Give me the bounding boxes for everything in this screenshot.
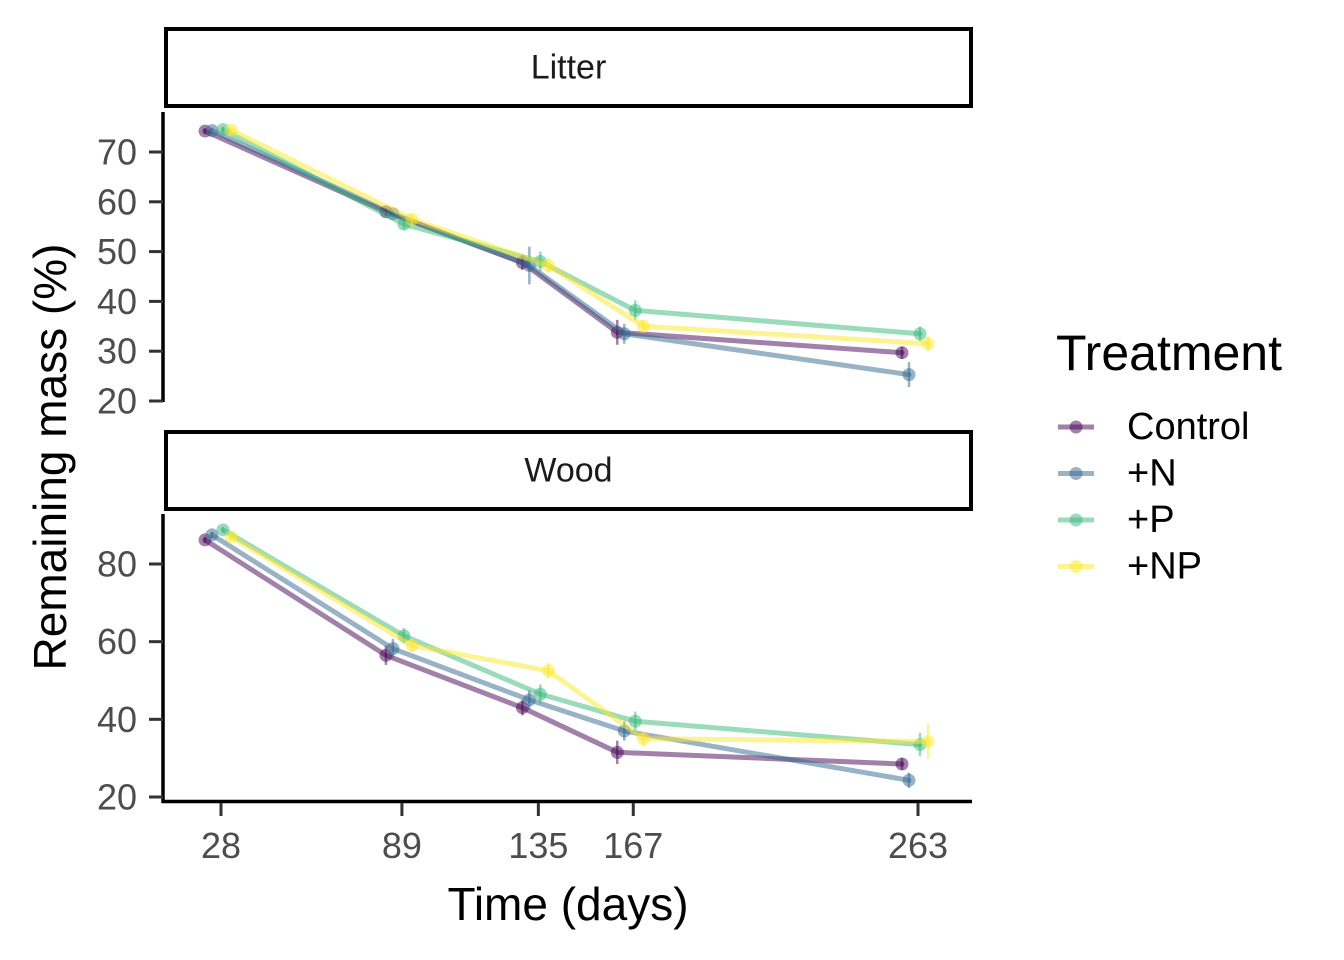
y-tick-label-litter-30: 30 — [97, 331, 137, 372]
series-litter — [198, 123, 935, 388]
point-litter-plus-n-263 — [902, 368, 916, 382]
point-wood-plus-np-263 — [921, 734, 935, 748]
x-axis-title: Time (days) — [447, 878, 688, 930]
point-wood-plus-np-167 — [636, 732, 650, 746]
point-litter-plus-np-28 — [224, 123, 238, 137]
y-ticks-wood: 20 40 60 80 — [97, 544, 163, 818]
x-tick-label-89: 89 — [382, 825, 422, 866]
legend-label-plus-n: +N — [1127, 453, 1177, 495]
point-wood-plus-n-135 — [522, 693, 536, 707]
legend-item-plus-np: +NP — [1058, 546, 1202, 588]
strip-wood-box — [164, 430, 973, 511]
facet-wood: Wood 20 40 60 80 — [97, 430, 973, 818]
strip-wood-label: Wood — [524, 452, 612, 490]
point-wood-control-167 — [610, 745, 624, 759]
line-litter-plus-p — [220, 127, 923, 337]
x-tick-label-135: 135 — [508, 825, 568, 866]
point-wood-plus-np-28 — [224, 530, 238, 544]
strip-litter-box — [164, 27, 973, 108]
point-litter-plus-p-167 — [628, 303, 642, 317]
x-tick-label-263: 263 — [888, 825, 948, 866]
line-wood-plus-np — [228, 534, 931, 744]
y-tick-label-wood-40: 40 — [97, 699, 137, 740]
point-wood-plus-np-89 — [405, 639, 419, 653]
line-litter-plus-np — [228, 127, 931, 347]
legend-items: Control +N+P +NP — [1058, 406, 1250, 588]
y-axis-title: Remaining mass (%) — [24, 244, 76, 671]
point-litter-plus-n-28 — [205, 124, 219, 138]
point-litter-plus-p-263 — [913, 327, 927, 341]
point-litter-plus-np-167 — [636, 319, 650, 333]
line-wood-control — [202, 537, 905, 767]
y-tick-label-litter-40: 40 — [97, 281, 137, 322]
series-wood-plus-n — [205, 528, 916, 789]
point-wood-plus-p-135 — [533, 687, 547, 701]
legend-label-plus-p: +P — [1127, 499, 1175, 541]
y-tick-label-litter-20: 20 — [97, 381, 137, 422]
y-tick-label-litter-70: 70 — [97, 132, 137, 173]
legend: Treatment Control +N+P +NP — [1056, 325, 1282, 588]
x-tick-label-28: 28 — [201, 825, 241, 866]
legend-key-point-plus-n — [1069, 467, 1083, 480]
legend-label-control: Control — [1127, 406, 1250, 448]
point-wood-plus-n-263 — [902, 773, 916, 787]
y-tick-label-wood-60: 60 — [97, 621, 137, 662]
strip-litter-label: Litter — [531, 49, 607, 87]
legend-item-plus-p: +P — [1058, 499, 1175, 541]
series-wood-plus-p — [216, 523, 927, 757]
legend-key-point-control — [1069, 420, 1083, 434]
point-litter-plus-np-263 — [921, 337, 935, 351]
series-wood-plus-np — [224, 530, 935, 759]
legend-item-control: Control — [1058, 406, 1250, 448]
point-wood-plus-p-167 — [628, 714, 642, 728]
series-wood — [198, 523, 935, 789]
legend-title: Treatment — [1056, 325, 1282, 381]
point-litter-control-263 — [895, 346, 909, 360]
line-litter-control — [202, 128, 905, 356]
x-tick-label-167: 167 — [603, 825, 663, 866]
point-wood-plus-n-89 — [386, 642, 400, 656]
y-ticks-litter: 20 30 40 50 60 70 — [97, 132, 163, 422]
point-wood-control-263 — [895, 757, 909, 771]
y-tick-label-wood-20: 20 — [97, 777, 137, 818]
y-tick-label-litter-50: 50 — [97, 231, 137, 272]
point-wood-plus-np-135 — [541, 664, 555, 678]
legend-key-point-plus-np — [1069, 560, 1083, 573]
legend-key-point-plus-p — [1069, 513, 1083, 527]
y-tick-label-wood-80: 80 — [97, 544, 137, 585]
point-litter-plus-n-167 — [617, 327, 631, 341]
point-wood-plus-n-28 — [205, 528, 219, 542]
legend-label-plus-np: +NP — [1127, 546, 1202, 588]
facet-litter: Litter 20 30 40 50 60 70 — [97, 27, 973, 422]
point-litter-plus-np-135 — [541, 259, 555, 273]
series-litter-plus-p — [216, 123, 927, 342]
line-wood-plus-n — [209, 532, 912, 783]
legend-item-plus-n: +N — [1058, 453, 1177, 495]
series-litter-plus-np — [224, 123, 935, 352]
point-litter-plus-np-89 — [405, 212, 419, 226]
x-ticks: 28 89 135 167 263 — [201, 803, 948, 866]
y-tick-label-litter-60: 60 — [97, 181, 137, 222]
